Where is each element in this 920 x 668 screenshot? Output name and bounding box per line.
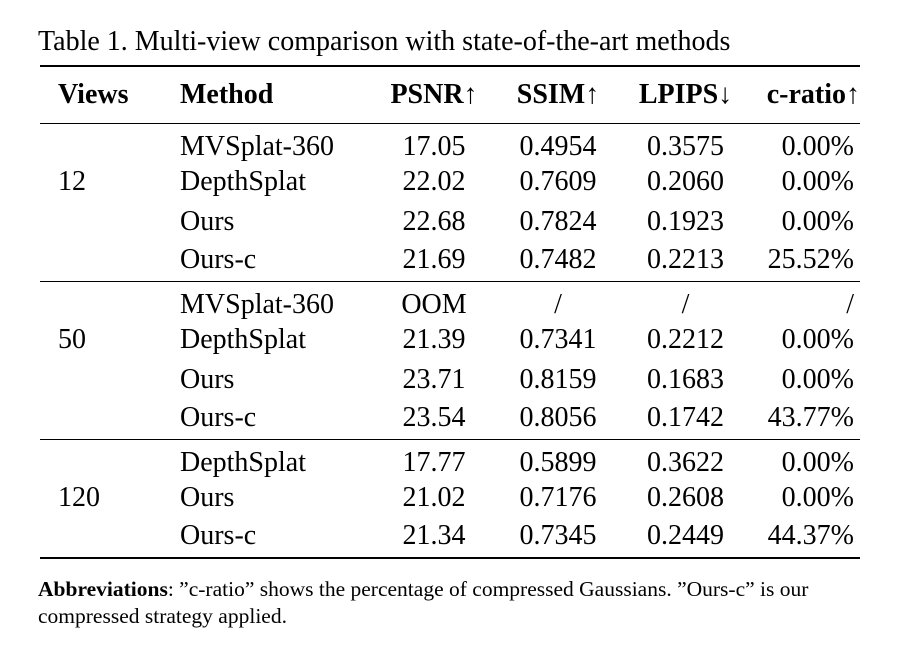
- cell-cratio: 0.00%: [781, 131, 854, 162]
- cell-views: [40, 242, 180, 282]
- header-psnr: PSNR↑: [390, 78, 478, 110]
- header-ssim: SSIM↑: [516, 78, 600, 110]
- cell-views: 50: [58, 324, 86, 356]
- table-row: MVSplat-360 OOM / / /: [40, 281, 860, 321]
- cell-psnr: 23.71: [402, 363, 466, 395]
- cell-method: MVSplat-360: [180, 289, 334, 320]
- cell-method: MVSplat-360: [180, 131, 334, 162]
- cell-ssim: 0.7345: [519, 520, 597, 552]
- header-cratio: c-ratio↑: [766, 78, 860, 110]
- cell-ssim: /: [554, 289, 562, 320]
- cell-cratio: 0.00%: [781, 363, 854, 395]
- cell-psnr: 17.77: [402, 447, 466, 478]
- table-row: MVSplat-360 17.05 0.4954 0.3575 0.00%: [40, 123, 860, 163]
- header-lpips: LPIPS↓: [638, 78, 733, 110]
- cell-psnr: 21.39: [402, 324, 466, 356]
- cell-method: DepthSplat: [180, 324, 306, 356]
- cell-views: [40, 518, 180, 558]
- cell-ssim: 0.8056: [519, 402, 597, 433]
- cell-lpips: 0.1683: [647, 363, 724, 395]
- views-group-120: DepthSplat 17.77 0.5899 0.3622 0.00% 120 Ours 2…: [40, 439, 860, 558]
- cell-ssim: 0.7482: [519, 244, 597, 275]
- cell-ssim: 0.7824: [519, 205, 597, 237]
- cell-lpips: 0.3622: [647, 447, 724, 478]
- cell-ssim: 0.7609: [519, 166, 597, 198]
- table-row: 120 Ours 21.02 0.7176 0.2608 0.00%: [40, 479, 860, 519]
- views-group-12: MVSplat-360 17.05 0.4954 0.3575 0.00% 12 Depth…: [40, 123, 860, 281]
- table-row: Ours 23.71 0.8159 0.1683 0.00%: [40, 360, 860, 400]
- cell-cratio: 0.00%: [781, 447, 854, 478]
- header-views: Views: [58, 78, 129, 110]
- cell-ssim: 0.5899: [519, 447, 597, 478]
- table-row: Ours-c 21.69 0.7482 0.2213 25.52%: [40, 242, 860, 282]
- cell-lpips: 0.2212: [647, 324, 724, 356]
- table-row: 12 DepthSplat 22.02 0.7609 0.2060 0.00%: [40, 163, 860, 203]
- cell-psnr: 21.34: [402, 520, 466, 552]
- cell-method: Ours-c: [180, 402, 257, 433]
- cell-ssim: 0.4954: [519, 131, 597, 162]
- cell-cratio: 44.37%: [767, 520, 854, 552]
- cell-method: Ours-c: [180, 520, 257, 552]
- cell-lpips: 0.2213: [647, 244, 724, 275]
- cell-method: Ours: [180, 205, 235, 237]
- table-header: Views Method PSNR↑ SSIM↑ LPIPS↓ c-ratio↑: [40, 66, 860, 123]
- cell-views: [40, 281, 180, 321]
- cell-lpips: 0.2060: [647, 166, 724, 198]
- table-row: DepthSplat 17.77 0.5899 0.3622 0.00%: [40, 439, 860, 479]
- cell-method: DepthSplat: [180, 447, 306, 478]
- cell-ssim: 0.7176: [519, 482, 597, 514]
- cell-ssim: 0.7341: [519, 324, 597, 356]
- cell-lpips: 0.3575: [647, 131, 724, 162]
- table-caption: Table 1. Multi-view comparison with stat…: [38, 26, 731, 57]
- cell-cratio: 0.00%: [781, 324, 854, 356]
- cell-lpips: 0.1742: [647, 402, 724, 433]
- cell-ssim: 0.8159: [519, 363, 597, 395]
- cell-cratio: 43.77%: [767, 402, 854, 433]
- cell-psnr: 17.05: [402, 131, 466, 162]
- footnote-label: Abbreviations: [38, 577, 168, 601]
- cell-lpips: 0.2608: [647, 482, 724, 514]
- cell-views: [40, 360, 180, 400]
- cell-lpips: /: [681, 289, 690, 320]
- cell-psnr: 22.02: [402, 166, 466, 198]
- table-row: Ours 22.68 0.7824 0.1923 0.00%: [40, 202, 860, 242]
- cell-lpips: 0.1923: [647, 205, 724, 237]
- cell-views: [40, 400, 180, 440]
- cell-cratio: 0.00%: [781, 166, 854, 198]
- table-footnote: Abbreviations: ”c-ratio” shows the perce…: [38, 576, 888, 630]
- header-row: Views Method PSNR↑ SSIM↑ LPIPS↓ c-ratio↑: [40, 66, 860, 123]
- cell-cratio: 0.00%: [781, 205, 854, 237]
- views-group-50: MVSplat-360 OOM / / / 50 DepthSplat 21.39 0.7341…: [40, 281, 860, 439]
- cell-psnr: 21.69: [402, 244, 466, 275]
- cell-cratio: 25.52%: [767, 244, 854, 275]
- table-row: Ours-c 23.54 0.8056 0.1742 43.77%: [40, 400, 860, 440]
- comparison-table: Views Method PSNR↑ SSIM↑ LPIPS↓ c-ratio↑…: [40, 65, 860, 559]
- cell-psnr: 22.68: [402, 205, 466, 237]
- cell-method: Ours-c: [180, 244, 257, 275]
- cell-method: Ours: [180, 482, 235, 514]
- table-row: 50 DepthSplat 21.39 0.7341 0.2212 0.00%: [40, 321, 860, 361]
- cell-views: 12: [58, 166, 86, 198]
- cell-lpips: 0.2449: [647, 520, 724, 552]
- cell-cratio: 0.00%: [781, 482, 854, 514]
- cell-method: DepthSplat: [180, 166, 306, 198]
- cell-views: [40, 439, 180, 479]
- cell-method: Ours: [180, 363, 235, 395]
- cell-views: [40, 123, 180, 163]
- cell-psnr: OOM: [401, 289, 467, 320]
- cell-views: 120: [58, 482, 100, 514]
- cell-views: [40, 202, 180, 242]
- table-row: Ours-c 21.34 0.7345 0.2449 44.37%: [40, 518, 860, 558]
- footnote-text: : ”c-ratio” shows the percentage of comp…: [38, 577, 809, 628]
- cell-psnr: 21.02: [402, 482, 466, 514]
- cell-psnr: 23.54: [402, 402, 466, 433]
- cell-cratio: /: [846, 289, 854, 320]
- header-method: Method: [180, 78, 274, 110]
